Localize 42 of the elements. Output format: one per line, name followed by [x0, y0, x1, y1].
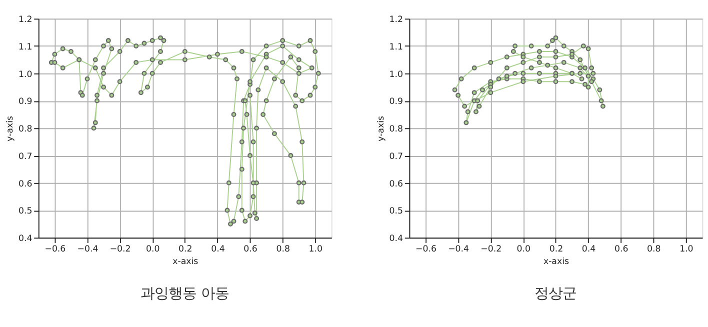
- y-tick-label: 0.8: [389, 124, 403, 135]
- y-tick-label: 0.6: [389, 179, 403, 190]
- x-tick-label: −0.4: [77, 244, 98, 255]
- x-tick-label: 0.2: [178, 244, 192, 255]
- text: 과잉행동 아동: [140, 286, 230, 302]
- y-tick-label: 1.0: [18, 70, 32, 80]
- x-tick-label: 1.0: [308, 244, 322, 255]
- y-tick-label: 1.1: [18, 42, 32, 52]
- x-axis-title: x-axis: [543, 257, 570, 268]
- x-axis-title: x-axis: [172, 257, 199, 268]
- x-tick-label: −0.2: [110, 244, 131, 255]
- x-tick-label: −0.2: [480, 244, 502, 255]
- y-tick-label: 1.2: [389, 15, 403, 26]
- x-tick-label: 1.0: [680, 244, 694, 255]
- y-tick-label: 0.7: [389, 152, 403, 162]
- x-tick-label: −0.6: [44, 244, 66, 255]
- x-tick-label: 0.4: [211, 244, 225, 255]
- y-tick-label: 0.4: [389, 234, 403, 244]
- y-tick-label: 0.6: [18, 179, 32, 190]
- y-tick-label: 0.8: [18, 124, 32, 135]
- y-axis-title: y-axis: [6, 115, 16, 142]
- y-axis-title: y-axis: [376, 115, 386, 142]
- x-tick-label: 0.8: [647, 244, 661, 255]
- x-tick-label: −0.6: [416, 244, 436, 255]
- x-tick-label: 0.2: [549, 244, 564, 255]
- x-tick-label: 0.4: [582, 244, 596, 255]
- x-tick-label: −0.4: [448, 244, 470, 255]
- x-tick-label: 0.0: [146, 244, 160, 255]
- y-tick-label: 0.5: [18, 206, 32, 217]
- text: 정상군: [534, 286, 577, 302]
- x-tick-label: 0.8: [276, 244, 290, 255]
- y-tick-label: 1.1: [389, 42, 403, 52]
- x-tick-label: 0.0: [516, 244, 531, 255]
- y-tick-label: 0.5: [389, 206, 403, 217]
- x-tick-label: 0.6: [614, 244, 628, 255]
- y-tick-label: 0.9: [18, 97, 32, 108]
- x-tick-label: 0.6: [244, 244, 258, 255]
- y-tick-label: 0.9: [389, 97, 403, 108]
- y-tick-label: 1.0: [389, 70, 403, 80]
- y-tick-label: 0.4: [18, 234, 32, 244]
- y-tick-label: 1.2: [18, 15, 32, 26]
- y-tick-label: 0.7: [18, 152, 32, 162]
